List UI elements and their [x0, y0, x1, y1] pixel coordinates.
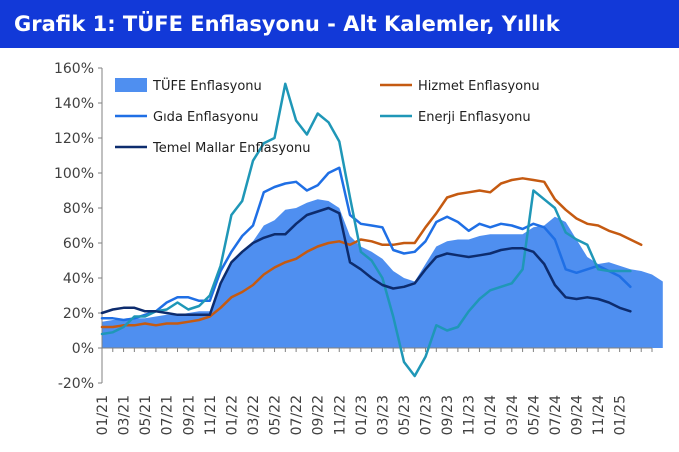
legend-label: Temel Mallar Enflasyonu — [152, 141, 311, 156]
legend-label: Hizmet Enflasyonu — [418, 79, 540, 94]
x-tick-label: 05/24 — [526, 395, 542, 435]
legend-swatch — [115, 78, 147, 92]
y-tick-label: 100% — [54, 166, 94, 182]
x-tick-label: 03/24 — [505, 395, 521, 435]
y-tick-label: -20% — [58, 376, 94, 392]
series-line-4 — [100, 206, 632, 317]
y-tick-label: 20% — [63, 306, 94, 322]
x-tick-label: 11/24 — [591, 395, 607, 435]
y-tick-label: 60% — [63, 236, 94, 252]
legend-label: Gıda Enflasyonu — [153, 110, 259, 125]
chart: -20% 0% 20% 40% 60% 80% 100% 120% 140% 160% 01/21 0… — [54, 61, 663, 435]
x-tick-label: 03/22 — [246, 395, 262, 435]
x-tick-label: 01/24 — [483, 395, 499, 435]
y-tick-label: 120% — [54, 131, 94, 147]
x-tick-label: 03/21 — [117, 395, 133, 435]
x-tick-label: 05/21 — [138, 395, 154, 435]
x-tick-label: 05/23 — [397, 395, 413, 435]
x-tick-label: 01/25 — [613, 395, 629, 435]
y-tick-label: 40% — [63, 271, 94, 287]
x-tick-label: 07/22 — [289, 395, 305, 435]
legend-label: TÜFE Enflasyonu — [152, 77, 262, 94]
series-line-2 — [100, 166, 632, 322]
y-tick-label: 0% — [72, 341, 94, 357]
x-tick-label: 07/21 — [160, 395, 176, 435]
chart-title: Grafik 1: TÜFE Enflasyonu - Alt Kalemler… — [0, 0, 679, 48]
x-tick-label: 01/22 — [224, 395, 240, 435]
x-tick-label: 01/21 — [95, 395, 111, 435]
x-tick-label: 11/23 — [462, 395, 478, 435]
x-tick-label: 09/23 — [440, 395, 456, 435]
y-tick-label: 80% — [63, 201, 94, 217]
x-tick-label: 01/23 — [354, 395, 370, 435]
series-line-3 — [100, 82, 632, 378]
x-tick-label: 11/22 — [332, 395, 348, 435]
y-tick-label: 140% — [54, 96, 94, 112]
y-tick-label: 160% — [54, 61, 94, 77]
x-tick-label: 05/22 — [268, 395, 284, 435]
legend-label: Enerji Enflasyonu — [418, 110, 531, 125]
x-tick-label: 03/23 — [375, 395, 391, 435]
x-tick-label: 11/21 — [203, 395, 219, 435]
x-tick-label: 07/23 — [419, 395, 435, 435]
x-tick-label: 09/24 — [570, 395, 586, 435]
series-line-1 — [100, 177, 643, 329]
x-tick-label: 09/21 — [181, 395, 197, 435]
x-tick-label: 07/24 — [548, 395, 564, 435]
x-tick-label: 09/22 — [311, 395, 327, 435]
series-area-0 — [102, 199, 663, 348]
